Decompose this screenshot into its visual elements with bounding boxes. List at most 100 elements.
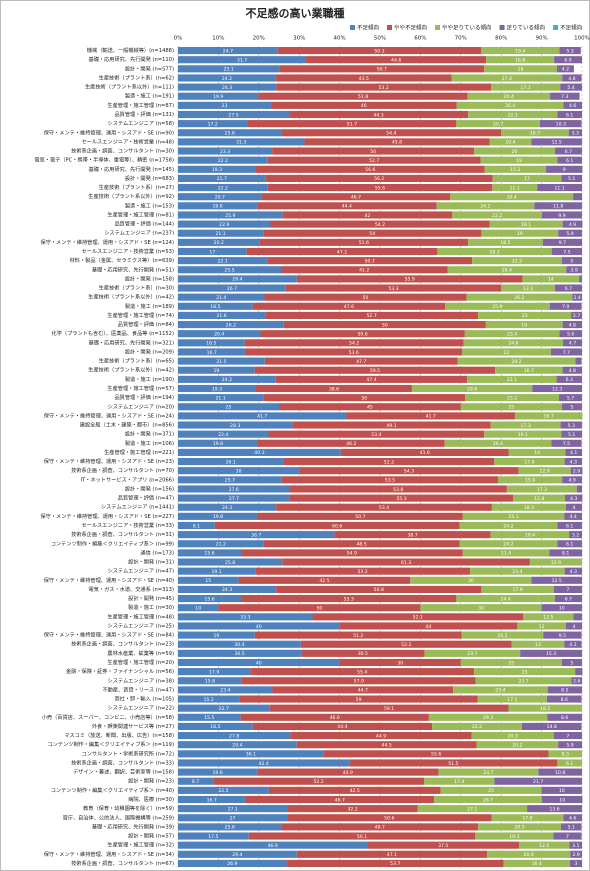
value-label: 18.2 xyxy=(540,706,550,712)
bar-segment xyxy=(349,759,558,767)
y-tick-label: 技術系企画・調査、コンサルタント (n=33) xyxy=(71,758,174,766)
value-label: 27.7 xyxy=(229,496,239,502)
value-label: 24.2 xyxy=(222,76,232,82)
value-label: 50 xyxy=(382,322,388,328)
bar-segment xyxy=(489,138,532,146)
value-label: 52.7 xyxy=(367,313,377,319)
value-label: 25.1 xyxy=(224,67,234,73)
bar-segment xyxy=(178,120,248,128)
value-label: 44.3 xyxy=(373,112,383,118)
value-label: 12.9 xyxy=(540,469,550,475)
value-label: 26.7 xyxy=(227,286,237,292)
bar-segment xyxy=(564,458,582,466)
value-label: 20.6 xyxy=(524,852,534,858)
value-label: 20.7 xyxy=(215,195,225,201)
value-label: 44.7 xyxy=(358,688,368,694)
value-label: 21.1 xyxy=(216,395,226,401)
value-label: 20.5 xyxy=(514,825,524,831)
bar-segment xyxy=(557,759,582,767)
bar-segment xyxy=(178,759,350,767)
x-tick-label: 60% xyxy=(414,36,426,42)
bar-segment xyxy=(575,357,582,365)
value-label: 44.5 xyxy=(382,743,392,749)
y-tick-label: 品質管理・評価 (n=144) xyxy=(114,220,174,228)
bar-segment xyxy=(290,732,472,740)
bar-segment xyxy=(178,257,268,265)
value-label: 5.7 xyxy=(567,395,574,401)
value-label: 56.6 xyxy=(365,167,375,173)
value-label: 19 xyxy=(516,158,522,164)
bar-segment xyxy=(459,540,558,548)
value-label: 53.7 xyxy=(390,861,400,867)
bar-segment xyxy=(276,503,492,511)
value-label: 51.6 xyxy=(359,240,369,246)
y-tick-label: 生産技術（プラント系）(n=65) xyxy=(99,357,174,365)
y-tick-label: 品質管理・評価 (n=194) xyxy=(114,393,174,401)
bar-segment xyxy=(565,622,582,630)
legend-label: 不足傾向 xyxy=(357,24,379,32)
bar-segment xyxy=(569,531,582,539)
value-label: 38.6 xyxy=(329,386,339,392)
value-label: 25 xyxy=(508,405,514,411)
bar-segment xyxy=(560,421,582,429)
bar-segment xyxy=(548,750,582,758)
value-label: 25 xyxy=(226,405,232,411)
value-label: 7.7 xyxy=(563,350,570,356)
x-tick-label: 40% xyxy=(333,36,345,42)
bar-segment xyxy=(178,732,291,740)
value-label: 4.6 xyxy=(569,816,576,822)
y-tick-label: 材料・製品（金属、セラミクス等）(n=639) xyxy=(70,256,174,264)
value-label: 50.8 xyxy=(374,587,384,593)
bar-segment xyxy=(272,147,475,155)
bar-segment xyxy=(178,375,276,383)
legend-label: 足りている傾向 xyxy=(507,24,546,32)
bar-segment xyxy=(562,321,582,329)
bar-segment xyxy=(444,439,552,447)
value-label: 46.6 xyxy=(330,715,340,721)
bar-segment xyxy=(561,403,582,411)
value-label: 59 xyxy=(356,697,362,703)
value-label: 8.7 xyxy=(192,779,199,785)
value-label: 31.7 xyxy=(237,58,247,64)
bar-segment xyxy=(428,713,548,721)
bar-segment xyxy=(178,384,256,393)
value-label: 23 xyxy=(522,313,528,319)
value-label: 50 xyxy=(361,395,367,401)
bar-segment xyxy=(244,339,464,347)
bar-segment xyxy=(537,184,582,192)
value-label: 30.5 xyxy=(358,651,368,657)
value-label: 6.3 xyxy=(566,377,573,383)
x-tick-label: 90% xyxy=(535,36,547,42)
bar-segment xyxy=(178,704,270,712)
legend-swatch xyxy=(350,25,355,30)
value-label: 22.5 xyxy=(218,788,228,794)
legend-swatch xyxy=(499,25,505,30)
value-label: 21.4 xyxy=(501,551,511,557)
bar-segment xyxy=(264,293,467,301)
bar-segment xyxy=(518,467,571,475)
y-tick-label: 保守・メンテ・維持管理、運用・シスアド・SE (n=23) xyxy=(44,457,174,465)
value-label: 30.4 xyxy=(507,195,517,201)
bar-segment xyxy=(424,777,495,785)
bar-segment xyxy=(257,512,463,520)
value-label: 6.7 xyxy=(565,596,572,602)
y-tick-label: 基礎・応用研究、先行開発 (n=110) xyxy=(89,55,174,63)
value-label: 28.3 xyxy=(230,423,240,429)
value-label: 17.8 xyxy=(522,816,532,822)
value-label: 18.5 xyxy=(210,304,220,310)
bar-segment xyxy=(304,138,490,146)
value-label: 42.4 xyxy=(259,761,269,767)
value-label: 15.5 xyxy=(204,715,214,721)
y-tick-label: システムエンジニア (n=1441) xyxy=(101,504,174,511)
chart-title: 不足感の高い業職種 xyxy=(246,6,345,20)
value-label: 20.2 xyxy=(497,633,507,639)
value-label: 55.9 xyxy=(405,277,415,283)
value-label: 6.1 xyxy=(566,761,573,767)
bar-segment xyxy=(250,668,475,676)
bar-segment xyxy=(494,777,582,785)
bar-segment xyxy=(245,348,463,356)
x-tick-label: 100% xyxy=(574,36,590,42)
bar-segment xyxy=(517,622,566,630)
value-label: 3.2 xyxy=(572,532,579,538)
value-label: 22.1 xyxy=(218,258,228,264)
